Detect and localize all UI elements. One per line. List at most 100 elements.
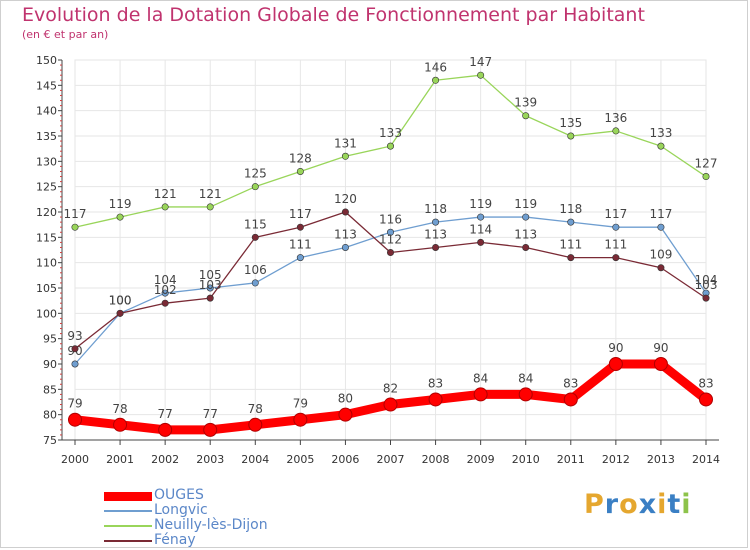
data-label: 125	[244, 167, 267, 181]
data-label: 78	[248, 402, 263, 416]
data-point	[477, 238, 485, 246]
data-label: 77	[203, 407, 218, 421]
legend-swatch	[104, 525, 152, 527]
data-point	[203, 422, 218, 437]
data-label: 103	[695, 278, 718, 292]
legend-swatch	[104, 540, 152, 542]
data-point	[432, 76, 440, 84]
data-point	[386, 228, 394, 236]
data-label: 106	[244, 263, 267, 277]
data-label: 136	[604, 111, 627, 125]
data-label: 114	[469, 222, 492, 236]
legend-swatch	[104, 510, 152, 512]
x-tick-label: 2007	[377, 453, 405, 466]
y-tick-label: 150	[36, 54, 57, 67]
data-label: 84	[518, 371, 533, 385]
data-label: 113	[514, 227, 537, 241]
data-point	[113, 417, 128, 432]
data-point	[612, 127, 620, 135]
data-point	[477, 213, 485, 221]
y-tick-label: 90	[43, 358, 57, 371]
data-point	[383, 397, 398, 412]
x-tick-label: 2012	[602, 453, 630, 466]
data-point	[702, 173, 710, 181]
data-label: 79	[67, 397, 82, 411]
y-tick-label: 110	[36, 257, 57, 270]
data-label: 100	[109, 293, 132, 307]
x-tick-label: 2014	[692, 453, 720, 466]
data-label: 120	[334, 192, 357, 206]
data-label: 113	[424, 227, 447, 241]
data-point	[386, 249, 394, 257]
data-label: 79	[293, 397, 308, 411]
data-point	[206, 284, 214, 292]
data-label: 105	[199, 268, 222, 282]
data-label: 84	[473, 371, 488, 385]
data-point	[341, 243, 349, 251]
data-point	[567, 132, 575, 140]
data-label: 104	[154, 273, 177, 287]
data-label: 119	[109, 197, 132, 211]
chart-subtitle: (en € et par an)	[22, 28, 109, 41]
y-tick-label: 145	[36, 79, 57, 92]
data-label: 117	[64, 207, 87, 221]
series-ouges: 79 78 77 77 78 79 80 82 83 84 84 83 90 90 83	[67, 341, 714, 437]
data-point	[522, 243, 530, 251]
data-point	[518, 387, 533, 402]
data-point	[161, 299, 169, 307]
data-point	[296, 167, 304, 175]
logo-letter: i	[681, 489, 692, 520]
data-label: 113	[334, 227, 357, 241]
data-point	[428, 392, 443, 407]
y-tick-label: 100	[36, 307, 57, 320]
data-point	[161, 289, 169, 297]
data-label: 80	[338, 392, 353, 406]
y-tick-label: 95	[43, 333, 57, 346]
x-tick-label: 2005	[286, 453, 314, 466]
x-tick-label: 2000	[61, 453, 89, 466]
x-tick-label: 2002	[151, 453, 179, 466]
x-tick-label: 2013	[647, 453, 675, 466]
legend-label: Fénay	[154, 532, 196, 548]
y-tick-label: 120	[36, 206, 57, 219]
data-point	[341, 152, 349, 160]
y-tick-label: 85	[43, 383, 57, 396]
data-point	[699, 392, 713, 407]
data-label: 119	[514, 197, 537, 211]
data-point	[386, 142, 394, 150]
x-tick-label: 2001	[106, 453, 134, 466]
data-point	[612, 223, 620, 231]
data-point	[567, 218, 575, 226]
data-label: 133	[649, 126, 672, 140]
x-tick-label: 2008	[422, 453, 450, 466]
data-point	[567, 254, 575, 262]
data-point	[657, 142, 665, 150]
data-label: 111	[289, 238, 312, 252]
data-label: 83	[698, 376, 713, 390]
data-point	[563, 392, 578, 407]
logo-letter: r	[604, 489, 620, 520]
data-point	[116, 309, 124, 317]
data-point	[657, 223, 665, 231]
data-label: 127	[695, 157, 718, 171]
legend-swatch	[104, 491, 152, 501]
data-label: 77	[158, 407, 173, 421]
logo-letter: x	[638, 489, 658, 520]
data-label: 147	[469, 55, 492, 69]
data-label: 133	[379, 126, 402, 140]
x-tick-label: 2009	[467, 453, 495, 466]
data-point	[158, 422, 173, 437]
data-point	[71, 360, 79, 368]
data-point	[206, 294, 214, 302]
data-label: 93	[67, 329, 82, 343]
data-label: 128	[289, 151, 312, 165]
data-label: 78	[112, 402, 127, 416]
y-tick-label: 80	[43, 409, 57, 422]
data-point	[161, 203, 169, 211]
data-label: 83	[428, 376, 443, 390]
legend-label: Neuilly-lès-Dijon	[154, 517, 268, 533]
data-label: 111	[604, 238, 627, 252]
data-label: 117	[604, 207, 627, 221]
data-label: 135	[559, 116, 582, 130]
x-tick-label: 2006	[331, 453, 359, 466]
